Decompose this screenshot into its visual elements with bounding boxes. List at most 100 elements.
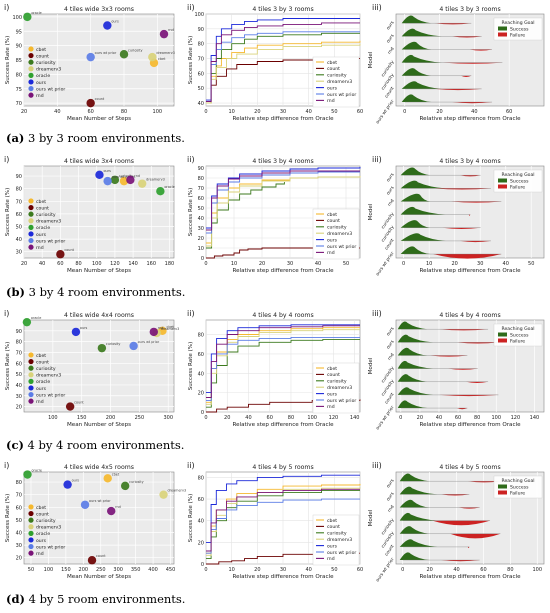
legend-label: count (36, 53, 49, 59)
panel-label: iii) (372, 461, 382, 470)
y-tick-label: 20 (198, 540, 204, 546)
x-axis-label: Mean Number of Steps (67, 422, 131, 428)
y-tick-label: 85 (16, 58, 22, 64)
panel-label: ii) (187, 461, 195, 470)
legend-label: cbet (36, 505, 46, 511)
legend-label: Success (510, 484, 529, 490)
legend-label: curiosity (36, 60, 56, 66)
success-violin (399, 473, 430, 482)
failure-violin (439, 394, 499, 397)
row-1: i) ii) iii)20 40 60 80 100 120 140 160 18030405060… (4, 155, 545, 277)
chart-title: 4 tiles 3 by 4 rooms (252, 158, 313, 165)
x-tick-label: 50 (28, 567, 34, 573)
x-tick-label: 20 (21, 261, 27, 267)
x-tick-label: 100 (532, 567, 542, 573)
failure-violin (441, 494, 470, 496)
legend-marker (28, 46, 34, 52)
y-tick-label: 90 (16, 329, 22, 335)
success-violin (397, 400, 428, 409)
x-tick-label: 10 (228, 109, 234, 115)
figure-caption: (a) 3 by 3 room environments. (6, 131, 185, 145)
series-line (206, 498, 360, 554)
x-tick-label: 100 (48, 415, 58, 421)
point-label: curiosity (119, 174, 133, 178)
y-tick-label: 0 (201, 256, 204, 262)
figure-caption: (c) 4 by 4 room environments. (6, 438, 184, 452)
legend-marker (28, 231, 34, 237)
legend-label: cbet (327, 366, 337, 372)
legend-box (312, 514, 360, 566)
legend-marker (28, 59, 34, 65)
x-tick-label: 40 (315, 261, 321, 267)
model-tick-label: ours (385, 184, 396, 196)
legend-label: Success (510, 178, 529, 184)
failure-violin (439, 329, 489, 331)
chart-title: 4 tiles wide 3x4 rooms (64, 158, 134, 165)
legend-marker (28, 72, 34, 78)
y-tick-label: 80 (198, 176, 204, 182)
x-tick-label: 200 (106, 415, 116, 421)
model-tick-label: ours (385, 325, 396, 337)
x-tick-label: 200 (79, 567, 89, 573)
point-label: ours (103, 169, 111, 173)
legend-marker (28, 92, 34, 98)
y-tick-label: 40 (198, 216, 204, 222)
x-tick-label: 100 (307, 415, 317, 421)
failure-violin (458, 507, 480, 509)
success-violin (397, 334, 434, 343)
scatter-point (119, 50, 129, 59)
y-tick-label: 80 (16, 480, 22, 486)
series-line (206, 176, 361, 247)
scatter-point (71, 327, 81, 337)
point-label: dreamerv3 (146, 178, 165, 182)
x-tick-label: 120 (110, 261, 120, 267)
legend-label: curiosity (36, 366, 56, 372)
series-line (206, 22, 360, 102)
legend-swatch (498, 178, 507, 183)
legend-label: Success (510, 26, 529, 32)
x-axis-label: Relative step difference from Oracle (419, 268, 521, 274)
success-violin (399, 486, 438, 495)
failure-violin (467, 481, 501, 483)
scatter-point (23, 470, 32, 479)
success-violin (397, 347, 428, 356)
y-axis-label: Success Rate (%) (5, 188, 11, 237)
panel-label: ii) (187, 155, 195, 164)
point-label: rnd (168, 28, 174, 32)
x-axis-label: Relative step difference from Oracle (232, 268, 334, 274)
point-label: oracle (31, 469, 41, 473)
point-label: curiosity (128, 48, 142, 52)
point-label: count (96, 554, 106, 558)
legend-label: ours (36, 386, 47, 392)
legend-label: ours (36, 80, 47, 86)
legend-label: ours (327, 85, 338, 91)
y-tick-label: 80 (198, 333, 204, 339)
y-axis-label: Model (368, 509, 374, 526)
x-tick-label: 20 (426, 567, 432, 573)
x-tick-label: 40 (245, 415, 251, 421)
legend-marker (28, 530, 34, 536)
failure-violin (465, 381, 489, 383)
legend-marker (28, 365, 34, 371)
failure-violin (468, 214, 471, 216)
legend-marker (28, 66, 34, 72)
legend-label: cbet (36, 199, 46, 205)
legend-marker (28, 543, 34, 550)
scatter-point (22, 317, 32, 327)
legend-label: rnd (36, 399, 44, 405)
legend-label: rnd (327, 556, 335, 562)
series-line (206, 483, 361, 554)
y-tick-label: 40 (16, 237, 22, 243)
x-tick-label: 80 (474, 415, 480, 421)
scatter-point (120, 481, 130, 491)
legend-label: count (327, 372, 340, 378)
legend-label: curiosity (327, 379, 347, 385)
legend-label: ours (36, 538, 47, 544)
model-tick-label: rnd (387, 352, 396, 362)
x-tick-label: 30 (280, 567, 286, 573)
legend-label: oracle (36, 225, 50, 231)
x-tick-label: 0 (204, 415, 207, 421)
scatter-point (87, 556, 97, 565)
x-axis-label: Relative step difference from Oracle (419, 116, 521, 122)
y-tick-label: 40 (198, 101, 204, 107)
